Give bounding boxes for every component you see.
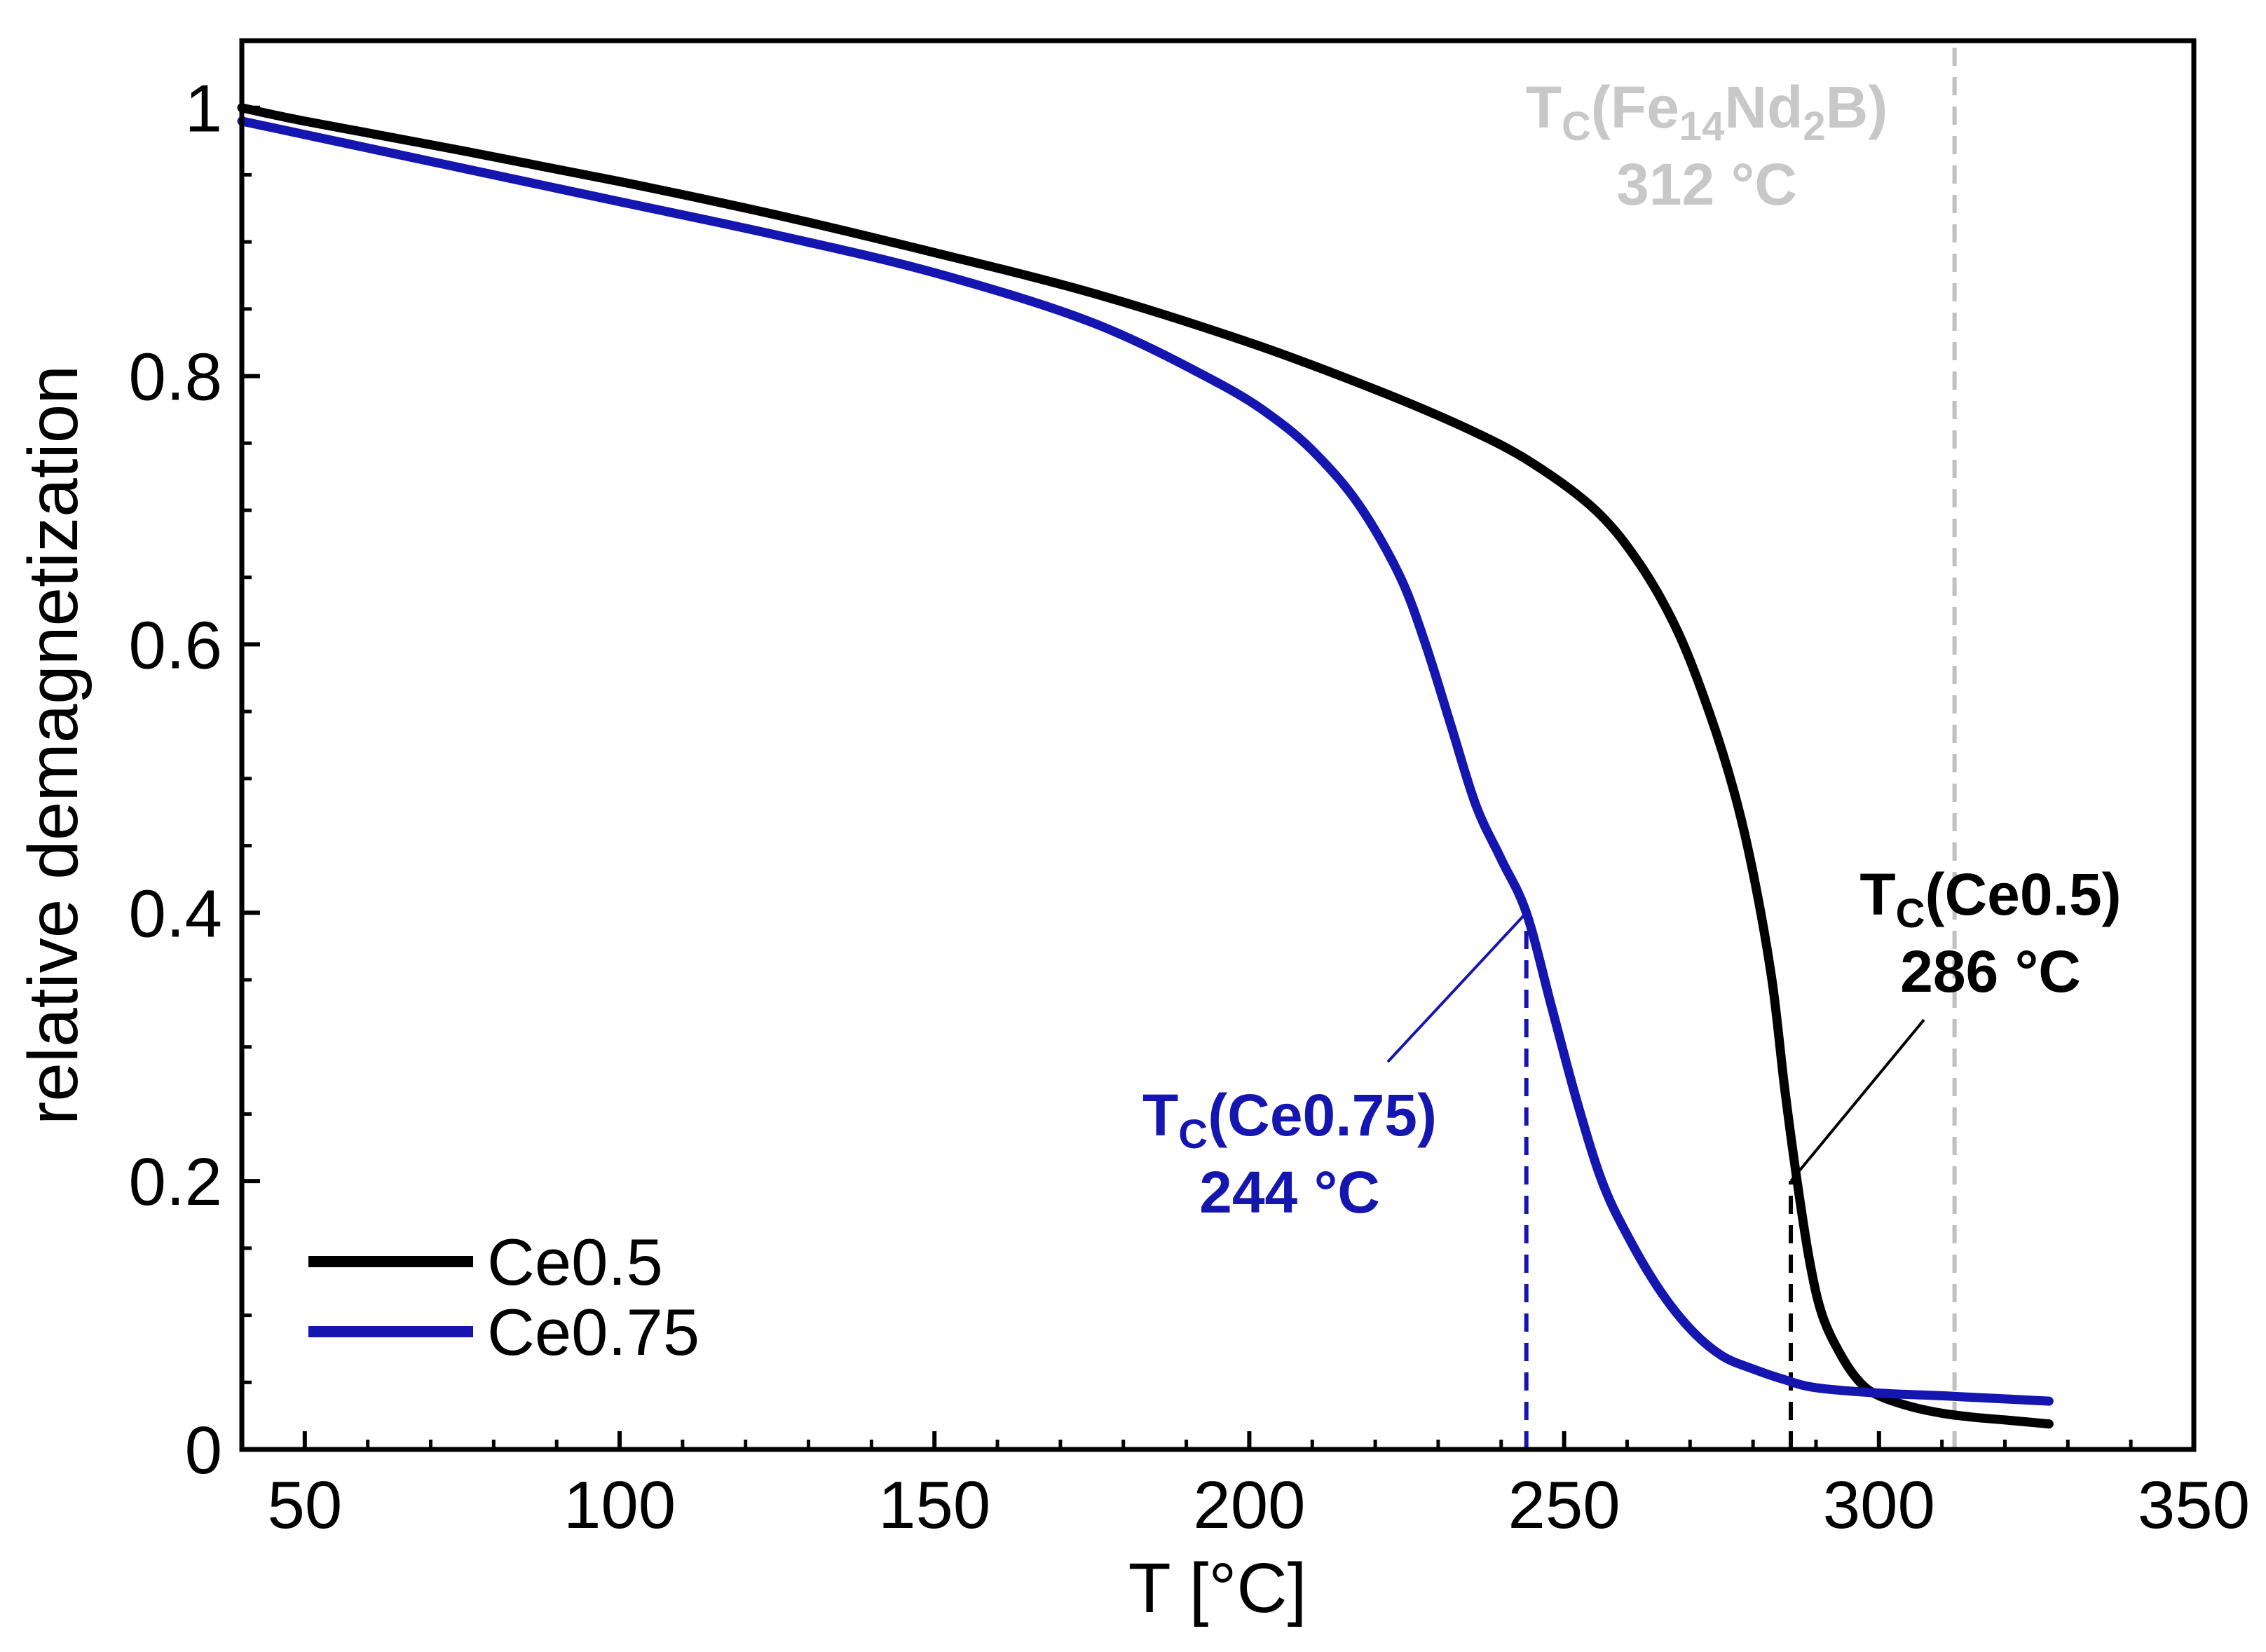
fe-formula-c: B) (1826, 74, 1888, 140)
annotation-fe14nd2b: TC(Fe14Nd2B) 312 °C (1526, 74, 1888, 217)
y-tick-label: 0.8 (129, 340, 222, 415)
x-tick-label: 50 (267, 1468, 342, 1543)
x-tick-label: 200 (1193, 1468, 1305, 1543)
series-line-ce05 (237, 103, 2054, 1429)
x-tick-label: 100 (564, 1468, 676, 1543)
x-tick-label: 350 (2138, 1468, 2250, 1543)
svg-text:TC(Fe14Nd2B): TC(Fe14Nd2B) (1526, 74, 1888, 149)
legend: Ce0.5 Ce0.75 (308, 1225, 699, 1369)
y-tick-label: 0.4 (129, 876, 222, 951)
series-layer (237, 103, 2054, 1429)
leader-line-ce075 (1386, 911, 1528, 1063)
legend-label-ce05: Ce0.5 (487, 1225, 663, 1299)
fe-tc-base: T (1526, 74, 1562, 140)
fe-tc-sub: C (1562, 104, 1591, 149)
ce05-tc-base: T (1859, 861, 1895, 927)
fe-formula-a: (Fe (1591, 74, 1679, 140)
ce075-value: 244 °C (1199, 1159, 1380, 1225)
annotation-ce05: TC(Ce0.5) 286 °C (1859, 861, 2121, 1004)
ce05-formula: (Ce0.5) (1925, 861, 2122, 927)
y-tick-label: 0.2 (129, 1145, 222, 1220)
ce075-tc-base: T (1142, 1082, 1178, 1148)
x-tick-label: 150 (878, 1468, 990, 1543)
x-tick-labels: 50 100 150 200 250 300 350 (267, 1468, 2250, 1543)
series-line-ce075 (237, 116, 2054, 1406)
x-axis-title: T [°C] (1128, 1549, 1307, 1627)
legend-label-ce075: Ce0.75 (487, 1295, 699, 1369)
svg-text:TC(Ce0.5): TC(Ce0.5) (1859, 861, 2121, 936)
plot-frame (239, 38, 2197, 1452)
ce075-tc-sub: C (1178, 1112, 1208, 1157)
axis-ticks (240, 105, 2133, 1452)
x-tick-label: 250 (1508, 1468, 1620, 1543)
fe-formula-b: Nd (1724, 74, 1803, 140)
ce05-tc-sub: C (1896, 891, 1925, 936)
annotation-ce075: TC(Ce0.75) 244 °C (1142, 1082, 1437, 1225)
ce05-value: 286 °C (1900, 938, 2081, 1004)
fe-formula-sub2: 2 (1803, 104, 1825, 149)
curie-marker-lines (1524, 41, 1957, 1449)
fe-value: 312 °C (1616, 151, 1797, 217)
y-tick-label: 0.6 (129, 608, 222, 683)
y-tick-label: 0 (185, 1413, 222, 1488)
ce075-formula: (Ce0.75) (1208, 1082, 1437, 1148)
y-tick-label: 1 (185, 71, 222, 146)
leader-line-ce05 (1789, 1018, 1925, 1182)
x-tick-label: 300 (1823, 1468, 1935, 1543)
y-tick-labels: 0 0.2 0.4 0.6 0.8 1 (129, 71, 222, 1488)
svg-text:TC(Ce0.75): TC(Ce0.75) (1142, 1082, 1437, 1157)
y-axis-title: relative demagnetization (14, 365, 93, 1125)
fe-formula-sub14: 14 (1679, 104, 1725, 149)
